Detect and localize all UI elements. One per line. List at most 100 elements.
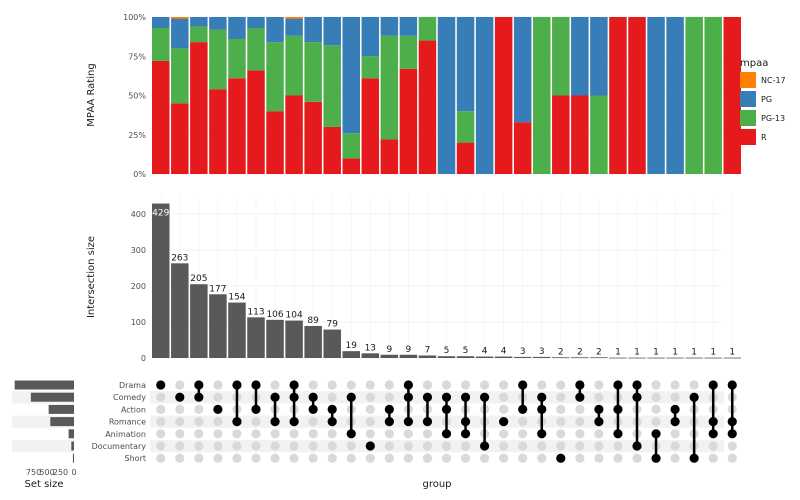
intersection-bar-label: 89 <box>307 316 319 326</box>
set-size-bar-drama <box>14 380 74 390</box>
matrix-dot-empty <box>308 380 318 390</box>
matrix-dot-empty <box>194 417 204 427</box>
matrix-dot-empty <box>499 429 509 439</box>
rating-segment-pg <box>437 17 456 174</box>
intersection-bar <box>513 356 532 358</box>
mpaa-rating-axis-title: MPAA Rating <box>86 63 97 126</box>
intersection-bar <box>704 357 722 359</box>
rating-segment-pg <box>590 17 608 96</box>
matrix-dot-filled <box>403 417 413 427</box>
intersection-bar-label: 177 <box>209 284 226 294</box>
rating-segment-r <box>361 78 380 174</box>
matrix-dot-empty <box>708 453 718 463</box>
intersection-size-axis-title: Intersection size <box>86 236 97 318</box>
intersection-bar <box>723 357 741 359</box>
matrix-dot-filled <box>422 417 433 427</box>
intersection-bar-label: 2 <box>558 347 564 357</box>
intersection-bar-label: 1 <box>634 348 640 358</box>
matrix-dot-empty <box>651 392 661 402</box>
rating-segment-pg <box>456 17 475 112</box>
legend-label-nc-17: NC-17 <box>761 76 786 85</box>
intersection-y-tick-label: 200 <box>131 282 146 291</box>
matrix-dot-empty <box>270 453 280 463</box>
matrix-dot-filled <box>346 429 356 439</box>
matrix-dot-empty <box>594 380 604 390</box>
matrix-dot-empty <box>499 441 509 451</box>
matrix-dot-empty <box>308 453 318 463</box>
intersection-bar-label: 263 <box>171 253 188 263</box>
matrix-dot-empty <box>594 429 604 439</box>
matrix-dot-empty <box>327 453 337 463</box>
matrix-dot-empty <box>232 441 242 451</box>
intersection-bar-label: 2 <box>577 347 583 357</box>
set-label-short: Short <box>125 454 146 463</box>
matrix-dot-empty <box>651 404 661 414</box>
matrix-dot-empty <box>156 417 166 427</box>
intersection-bar-label: 104 <box>286 311 303 321</box>
rating-segment-pg <box>647 17 665 174</box>
intersection-bar <box>342 351 360 358</box>
matrix-dot-filled <box>251 404 261 414</box>
matrix-dot-empty <box>156 429 166 439</box>
matrix-dots <box>156 380 737 463</box>
matrix-dot-filled <box>156 380 166 390</box>
set-size-bar-action <box>48 404 74 414</box>
matrix-dot-filled <box>194 380 204 390</box>
rating-segment-pg <box>228 17 246 39</box>
rating-segment-pg <box>247 17 265 28</box>
set-label-documentary: Documentary <box>92 442 147 451</box>
matrix-dot-filled <box>575 380 585 390</box>
matrix-dot-filled <box>327 417 337 427</box>
matrix-dot-empty <box>251 441 261 451</box>
matrix-dot-empty <box>384 441 394 451</box>
matrix-dot-empty <box>518 453 528 463</box>
matrix-dot-filled <box>384 404 394 414</box>
rating-segment-pg <box>380 17 399 36</box>
matrix-dot-empty <box>422 429 433 439</box>
matrix-dot-filled <box>689 453 699 463</box>
intersection-bar-label: 1 <box>672 348 678 358</box>
matrix-dot-filled <box>480 441 490 451</box>
rating-segment-pg-13 <box>456 111 475 143</box>
matrix-dot-filled <box>670 417 680 427</box>
intersection-bar <box>456 356 475 358</box>
matrix-dot-empty <box>194 453 204 463</box>
intersection-bar <box>304 325 322 358</box>
matrix-dot-empty <box>499 404 509 414</box>
intersection-bar <box>171 263 189 358</box>
legend-label-pg: PG <box>761 95 772 104</box>
matrix-dot-empty <box>346 441 356 451</box>
matrix-dot-filled <box>213 404 223 414</box>
legend-items: NC-17 PG PG-13 R <box>740 72 786 145</box>
matrix-dot-empty <box>365 429 375 439</box>
rating-segment-r <box>342 158 360 174</box>
set-size-row-stripe <box>12 440 74 453</box>
intersection-bar <box>533 356 551 358</box>
rating-segment-pg-13 <box>418 17 437 41</box>
intersection-bar-label: 19 <box>346 341 358 351</box>
matrix-dot-empty <box>327 441 337 451</box>
intersection-y-tick-label: 100 <box>131 318 146 327</box>
matrix-dot-empty <box>156 441 166 451</box>
set-size-bar-romance <box>50 417 74 427</box>
intersection-bar <box>209 294 227 358</box>
matrix-dot-empty <box>194 404 204 414</box>
intersection-bar <box>571 357 589 359</box>
matrix-dot-filled <box>460 392 471 402</box>
matrix-dot-filled <box>403 392 413 402</box>
intersection-bar-label: 4 <box>482 347 488 357</box>
matrix-dot-empty <box>537 441 547 451</box>
matrix-dot-filled <box>308 392 318 402</box>
matrix-dot-empty <box>727 441 737 451</box>
intersection-bar <box>437 356 456 358</box>
matrix-dot-filled <box>651 453 661 463</box>
rating-segment-pg <box>171 18 189 49</box>
matrix-dot-empty <box>575 453 585 463</box>
rating-segment-r <box>513 122 532 174</box>
matrix-dot-filled <box>308 404 318 414</box>
matrix-dot-empty <box>556 417 566 427</box>
legend-swatch-pg <box>740 91 756 107</box>
matrix-dot-filled <box>594 417 604 427</box>
